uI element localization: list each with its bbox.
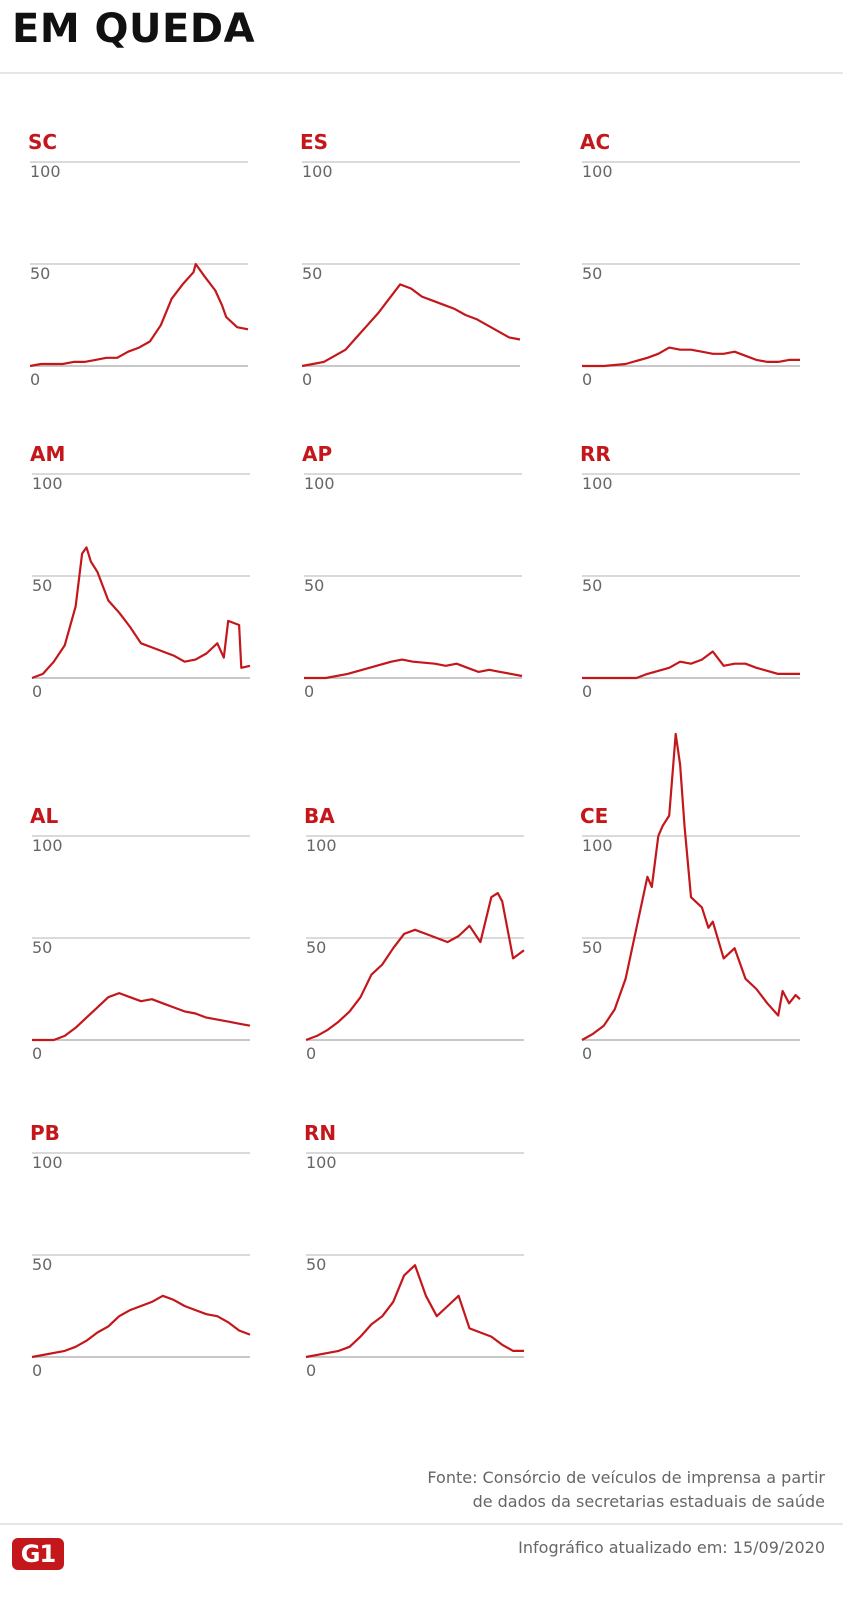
line-chart: 0 50 100 bbox=[582, 473, 800, 701]
series-line-sc bbox=[29, 262, 249, 368]
line-chart: 0 50 100 bbox=[32, 835, 251, 1063]
y-tick-label: 0 bbox=[302, 370, 312, 389]
chart-title: ES bbox=[300, 130, 329, 154]
line-chart: 0 50 100 bbox=[304, 473, 523, 701]
chart-panel-es: ES 0 50 100 bbox=[300, 130, 550, 418]
chart-panel-rr: RR 0 50 100 bbox=[580, 442, 830, 730]
chart-title: PB bbox=[30, 1121, 60, 1145]
y-tick-label: 50 bbox=[582, 264, 602, 283]
y-tick-label: 50 bbox=[582, 576, 602, 595]
series-line-pb bbox=[31, 1294, 251, 1359]
series-line-ba bbox=[305, 891, 525, 1042]
y-tick-label: 0 bbox=[306, 1044, 316, 1063]
y-tick-label: 0 bbox=[32, 1044, 42, 1063]
chart-panel-pb: PB 0 50 100 bbox=[30, 1121, 280, 1409]
chart-panel-ac: AC 0 50 100 bbox=[580, 130, 830, 418]
y-tick-label: 50 bbox=[306, 1255, 326, 1274]
chart-title: AL bbox=[30, 804, 59, 828]
y-tick-label: 100 bbox=[582, 836, 613, 855]
source-note: Fonte: Consórcio de veículos de imprensa… bbox=[265, 1466, 825, 1514]
y-tick-label: 0 bbox=[30, 370, 40, 389]
y-tick-label: 100 bbox=[582, 474, 613, 493]
footer-divider bbox=[0, 1523, 843, 1525]
y-tick-label: 50 bbox=[306, 938, 326, 957]
series-line-es bbox=[301, 283, 521, 368]
y-tick-label: 0 bbox=[32, 682, 42, 701]
series-line-am bbox=[31, 546, 251, 680]
y-tick-label: 100 bbox=[302, 162, 333, 181]
y-tick-label: 100 bbox=[306, 836, 337, 855]
y-tick-label: 0 bbox=[582, 1044, 592, 1063]
y-tick-label: 100 bbox=[306, 1153, 337, 1172]
y-tick-label: 50 bbox=[30, 264, 50, 283]
chart-title: AM bbox=[30, 442, 66, 466]
chart-panel-ce: CE 0 50 100 bbox=[580, 732, 830, 1092]
y-tick-label: 0 bbox=[306, 1361, 316, 1380]
chart-title: SC bbox=[28, 130, 58, 154]
updated-note: Infográfico atualizado em: 15/09/2020 bbox=[518, 1538, 825, 1557]
y-tick-label: 100 bbox=[582, 162, 613, 181]
y-tick-label: 50 bbox=[32, 1255, 52, 1274]
chart-panel-ba: BA 0 50 100 bbox=[304, 804, 554, 1092]
y-tick-label: 50 bbox=[32, 576, 52, 595]
series-line-ce bbox=[581, 732, 801, 1041]
y-tick-label: 50 bbox=[304, 576, 324, 595]
line-chart: 0 50 100 bbox=[29, 161, 249, 389]
series-line-rr bbox=[582, 650, 800, 680]
chart-panel-sc: SC 0 50 100 bbox=[28, 130, 278, 418]
y-tick-label: 100 bbox=[32, 836, 63, 855]
header-divider bbox=[0, 72, 843, 74]
y-tick-label: 50 bbox=[582, 938, 602, 957]
line-chart: 0 50 100 bbox=[305, 835, 525, 1063]
y-tick-label: 0 bbox=[304, 682, 314, 701]
y-tick-label: 0 bbox=[582, 682, 592, 701]
source-line-2: de dados da secretarias estaduais de saú… bbox=[472, 1492, 825, 1511]
series-line-ap bbox=[304, 658, 523, 680]
y-tick-label: 0 bbox=[582, 370, 592, 389]
source-line-1: Fonte: Consórcio de veículos de imprensa… bbox=[427, 1468, 825, 1487]
chart-panel-al: AL 0 50 100 bbox=[30, 804, 280, 1092]
line-chart: 0 50 100 bbox=[31, 1152, 251, 1380]
g1-logo: G1 bbox=[12, 1538, 64, 1570]
chart-panel-am: AM 0 50 100 bbox=[30, 442, 280, 730]
y-tick-label: 100 bbox=[32, 1153, 63, 1172]
series-line-al bbox=[32, 992, 251, 1042]
chart-title: AC bbox=[580, 130, 611, 154]
chart-title: BA bbox=[304, 804, 335, 828]
y-tick-label: 100 bbox=[304, 474, 335, 493]
line-chart: 0 50 100 bbox=[31, 473, 251, 701]
y-tick-label: 50 bbox=[302, 264, 322, 283]
chart-panel-ap: AP 0 50 100 bbox=[302, 442, 552, 730]
line-chart: 0 50 100 bbox=[582, 161, 800, 389]
y-tick-label: 50 bbox=[32, 938, 52, 957]
line-chart: 0 50 100 bbox=[305, 1152, 524, 1380]
chart-title: CE bbox=[580, 804, 609, 828]
chart-title: RN bbox=[304, 1121, 337, 1145]
y-tick-label: 100 bbox=[30, 162, 61, 181]
chart-panel-rn: RN 0 50 100 bbox=[304, 1121, 554, 1409]
chart-title: AP bbox=[302, 442, 333, 466]
chart-title: RR bbox=[580, 442, 611, 466]
y-tick-label: 0 bbox=[32, 1361, 42, 1380]
page-title: EM QUEDA bbox=[12, 6, 256, 52]
line-chart: 0 50 100 bbox=[581, 732, 801, 1063]
series-line-rn bbox=[305, 1264, 524, 1359]
series-line-ac bbox=[582, 346, 800, 368]
line-chart: 0 50 100 bbox=[301, 161, 521, 389]
y-tick-label: 100 bbox=[32, 474, 63, 493]
